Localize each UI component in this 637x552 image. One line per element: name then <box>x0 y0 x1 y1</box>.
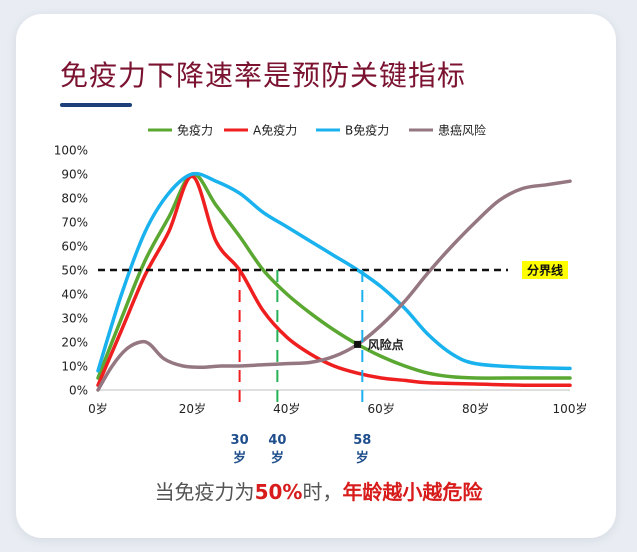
series-line-4 <box>96 179 572 392</box>
y-tick-label: 10% <box>61 360 88 374</box>
legend-label-4: 患癌风险 <box>438 123 486 138</box>
y-tick-label: 100% <box>54 144 88 158</box>
x-tick-label: 100岁 <box>553 401 588 416</box>
x-tick-label: 0岁 <box>88 401 108 416</box>
page-title: 免疫力下降速率是预防关键指标 <box>60 59 467 92</box>
y-tick-label: 70% <box>61 216 88 230</box>
age-marker-number: 40 <box>268 433 286 448</box>
y-tick-label: 60% <box>61 240 88 254</box>
footer-prefix: 当免疫力为 <box>154 480 255 504</box>
age-marker-number: 30 <box>231 433 249 448</box>
age-marker-unit: 岁 <box>233 450 246 466</box>
y-tick-label: 90% <box>61 168 88 182</box>
y-tick-label: 20% <box>61 336 88 350</box>
y-tick-label: 40% <box>61 288 88 302</box>
x-tick-label: 60岁 <box>368 401 395 416</box>
threshold-label: 分界线 <box>527 263 563 278</box>
legend-label-1: 免疫力 <box>177 123 213 138</box>
x-tick-label: 40岁 <box>273 401 300 416</box>
x-tick-label: 80岁 <box>462 401 489 416</box>
series-line-2 <box>96 174 572 388</box>
legend-label-2: A免疫力 <box>253 123 297 138</box>
y-tick-label: 80% <box>61 192 88 206</box>
risk-point-marker <box>354 340 362 348</box>
age-marker-unit: 岁 <box>356 450 369 466</box>
risk-point-label: 风险点 <box>368 337 404 352</box>
age-marker-unit: 岁 <box>271 450 284 466</box>
footer-mid: 时， <box>302 480 343 504</box>
series-line-1 <box>96 172 572 380</box>
card <box>16 14 616 538</box>
threshold-label-bg <box>522 261 568 279</box>
title-underline <box>60 103 132 107</box>
age-marker-number: 58 <box>353 433 371 448</box>
footer-caption: 当免疫力为50%时，年龄越小越危险 <box>0 476 637 505</box>
footer-percent: 50% <box>254 480 303 504</box>
y-tick-label: 30% <box>61 312 88 326</box>
series-line-3 <box>96 171 572 373</box>
x-tick-label: 20岁 <box>179 401 206 416</box>
y-tick-label: 50% <box>61 264 88 278</box>
footer-conclusion: 年龄越小越危险 <box>342 480 483 504</box>
y-tick-label: 0% <box>69 384 88 398</box>
legend-label-3: B免疫力 <box>345 123 389 138</box>
